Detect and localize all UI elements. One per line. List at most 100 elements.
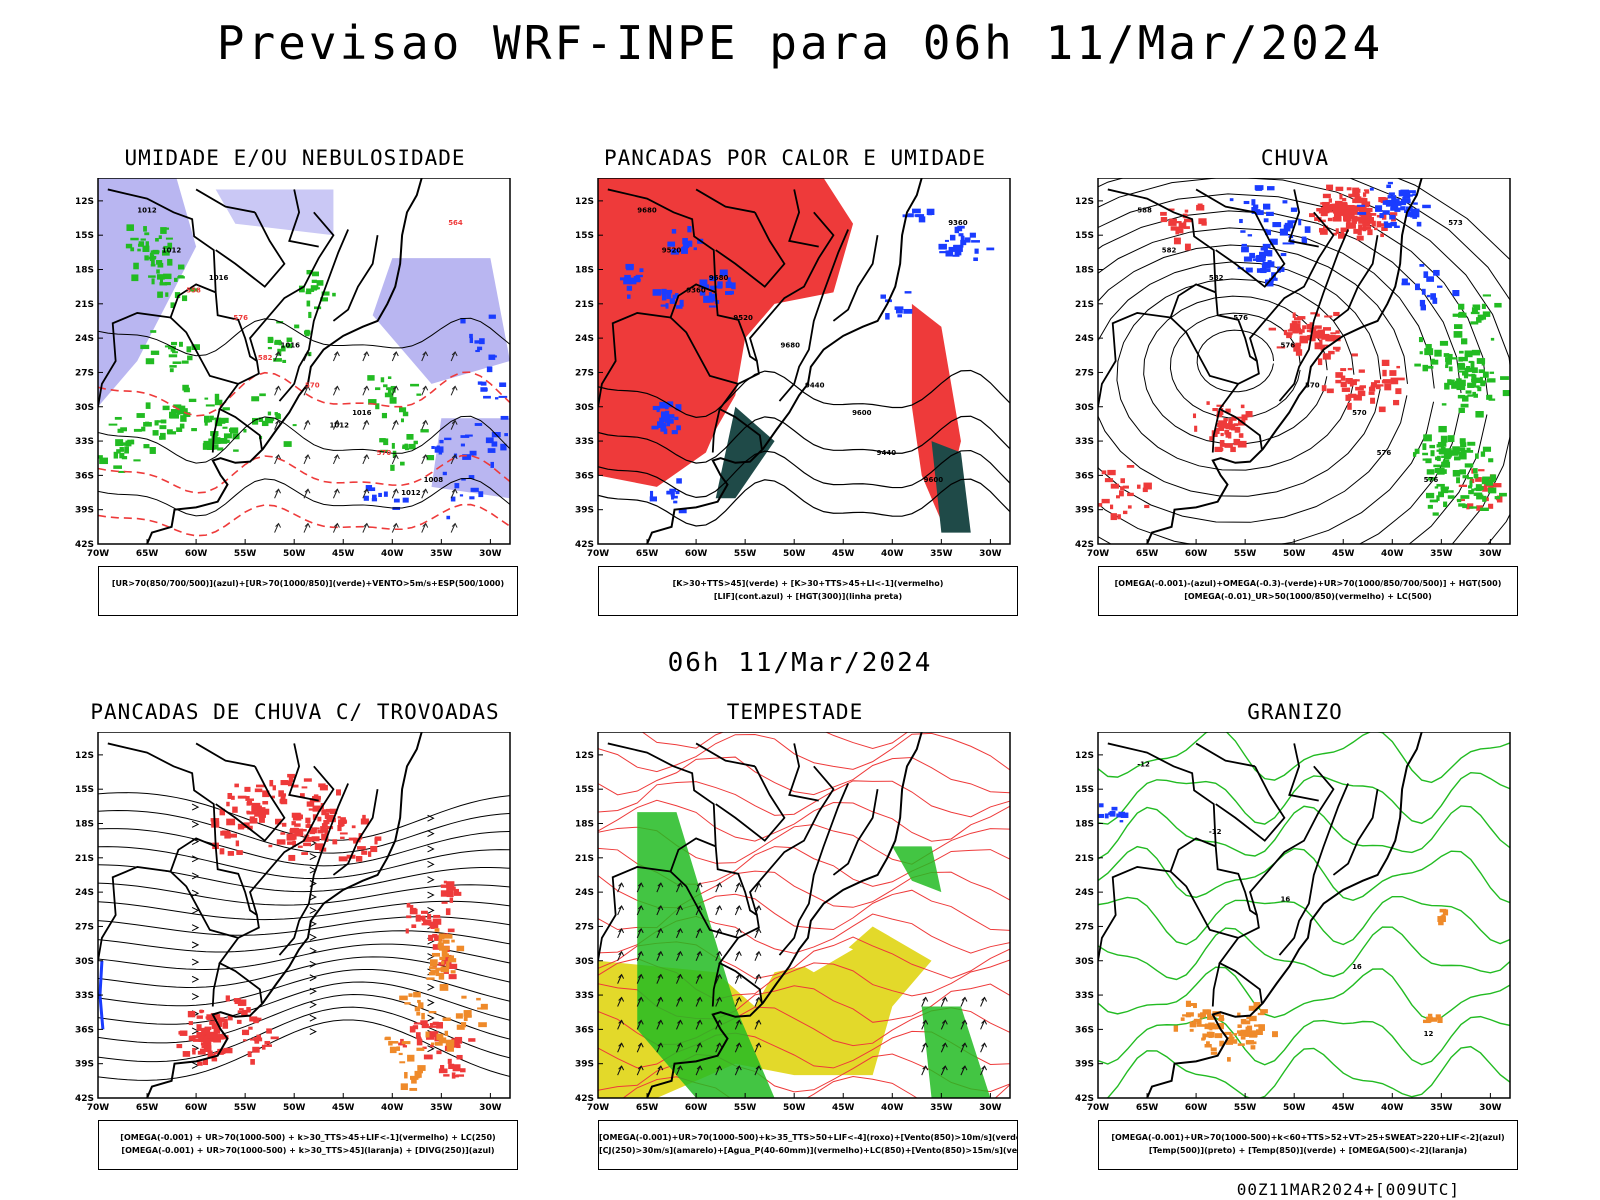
- contour-label: 16: [1352, 963, 1362, 971]
- lon-label: 35W: [1430, 549, 1453, 559]
- state-border: [749, 765, 835, 916]
- lifted-index-contour: [651, 403, 681, 435]
- state-border: [1332, 789, 1379, 876]
- lat-label: 30S: [75, 957, 94, 967]
- lc250-streamlines: [98, 792, 510, 1081]
- lon-label: 65W: [1136, 1103, 1159, 1113]
- map-frame: [97, 178, 511, 545]
- lifted-index-contour: [649, 478, 687, 514]
- coastline: [146, 732, 423, 1098]
- k-tts-area: [715, 406, 775, 499]
- map-frame: [597, 732, 1011, 1099]
- forecast-map[interactable]: 1012101610161016100810125765705705645585…: [55, 178, 535, 583]
- state-border: [214, 292, 263, 450]
- lat-label: 24S: [1075, 334, 1094, 344]
- lat-label: 21S: [75, 300, 94, 310]
- contour-label: 1012: [162, 246, 182, 254]
- lat-label: 27S: [75, 922, 94, 932]
- rain-omega-area: [1268, 312, 1322, 356]
- state-border: [1211, 408, 1221, 453]
- contour-label: 1012: [401, 489, 421, 497]
- legend-line: [K>30+TTS>45](verde) + [K>30+TTS>45+LI<-…: [672, 579, 944, 588]
- forecast-map[interactable]: -12 -12 16 16 12 12S 15S 18S 21S 24S 27S 30S 33S 36S 3…: [1055, 732, 1535, 1137]
- contour-label: 588: [1137, 206, 1152, 214]
- thickness-contour: [98, 371, 510, 417]
- humidity-1000-850-contour: [126, 224, 173, 266]
- state-border: [695, 188, 756, 214]
- contour-label: 576: [1424, 476, 1439, 484]
- wind850-area: [637, 812, 775, 1098]
- legend-line: [OMEGA(-0.01)_UR>50(1000/850)(vermelho) …: [1184, 592, 1432, 601]
- state-border: [1195, 742, 1256, 768]
- contour-label: 564: [448, 219, 463, 227]
- forecast-time-subtitle: 06h 11/Mar/2024: [667, 648, 933, 678]
- lifted-index-contour: [880, 291, 913, 320]
- contour-label: 570: [1352, 409, 1367, 417]
- thunderstorm-area: [243, 1016, 279, 1065]
- map-legend: [K>30+TTS>45](verde) + [K>30+TTS>45+LI<-…: [598, 566, 1018, 616]
- thunderstorm-area: [222, 995, 262, 1036]
- state-border: [1098, 866, 1171, 961]
- lat-label: 30S: [575, 403, 594, 413]
- thickness-contour: [98, 503, 510, 537]
- hgt300-contour: [598, 478, 1010, 527]
- forecast-map[interactable]: 588 582 576 570 576 582 576 570 576 573 12S 15S 18S 2…: [1055, 178, 1535, 583]
- temp850-contour: [1098, 1015, 1510, 1066]
- lon-label: 35W: [930, 1103, 953, 1113]
- panel-title: GRANIZO: [1247, 700, 1343, 724]
- lat-label: 27S: [575, 922, 594, 932]
- state-border: [215, 211, 286, 288]
- omega500-area: [1204, 1018, 1254, 1062]
- coastline: [146, 178, 423, 544]
- lat-label: 12S: [1075, 197, 1094, 207]
- forecast-map[interactable]: 9680 9680 9680 9600 9600 9520 9520 9440 9440 9360…: [555, 178, 1035, 583]
- state-border: [1214, 292, 1263, 450]
- lat-label: 21S: [75, 854, 94, 864]
- rain-omega-area: [1160, 203, 1207, 251]
- lon-label: 70W: [87, 1103, 110, 1113]
- lon-label: 55W: [234, 1103, 257, 1113]
- lon-label: 45W: [332, 1103, 355, 1113]
- state-border: [1169, 837, 1239, 939]
- contour-label: -12: [1209, 828, 1222, 836]
- state-border: [332, 235, 379, 322]
- lon-label: 45W: [832, 1103, 855, 1113]
- lon-label: 70W: [587, 1103, 610, 1113]
- state-border: [715, 211, 786, 288]
- lon-label: 35W: [430, 1103, 453, 1113]
- omega-03-area: [1425, 469, 1472, 516]
- state-border: [288, 189, 319, 248]
- pressure-isobar: [98, 477, 510, 517]
- state-border: [711, 962, 721, 1007]
- showers-area: [455, 995, 488, 1028]
- humidity-850-500-contour: [477, 366, 509, 420]
- contour-label: 1008: [424, 476, 444, 484]
- lon-label: 40W: [1381, 549, 1404, 559]
- lat-label: 21S: [575, 854, 594, 864]
- contour-label: 9600: [852, 409, 872, 417]
- panel-title: PANCADAS DE CHUVA C/ TROVOADAS: [90, 700, 500, 724]
- lon-label: 50W: [283, 549, 306, 559]
- coastline: [646, 732, 923, 1098]
- legend-line: [UR>70(850/700/500)](azul)+[UR>70(1000/8…: [111, 579, 505, 588]
- humidity-850-500-area: [98, 178, 197, 407]
- state-border: [1332, 235, 1379, 322]
- thunderstorm-area: [440, 880, 462, 916]
- lat-label: 33S: [1075, 437, 1094, 447]
- omega-03-area: [1452, 294, 1502, 345]
- contour-label: 576: [233, 314, 248, 322]
- lon-label: 45W: [1332, 549, 1355, 559]
- omega500-area: [1437, 908, 1449, 926]
- jet-core-gap: [774, 932, 854, 973]
- precipitable-water-contour: [641, 732, 909, 750]
- contour-label: 16: [1280, 895, 1290, 903]
- contour-label: 576: [1280, 341, 1295, 349]
- humidity-1000-850-contour: [379, 418, 435, 471]
- map-legend: [OMEGA(-0.001)+UR>70(1000-500)+k>35_TTS>…: [598, 1120, 1018, 1170]
- omega-0001-area: [1229, 185, 1275, 237]
- rain-omega-area: [1321, 353, 1366, 410]
- showers-area: [384, 1036, 425, 1064]
- thunderstorm-area: [332, 825, 382, 862]
